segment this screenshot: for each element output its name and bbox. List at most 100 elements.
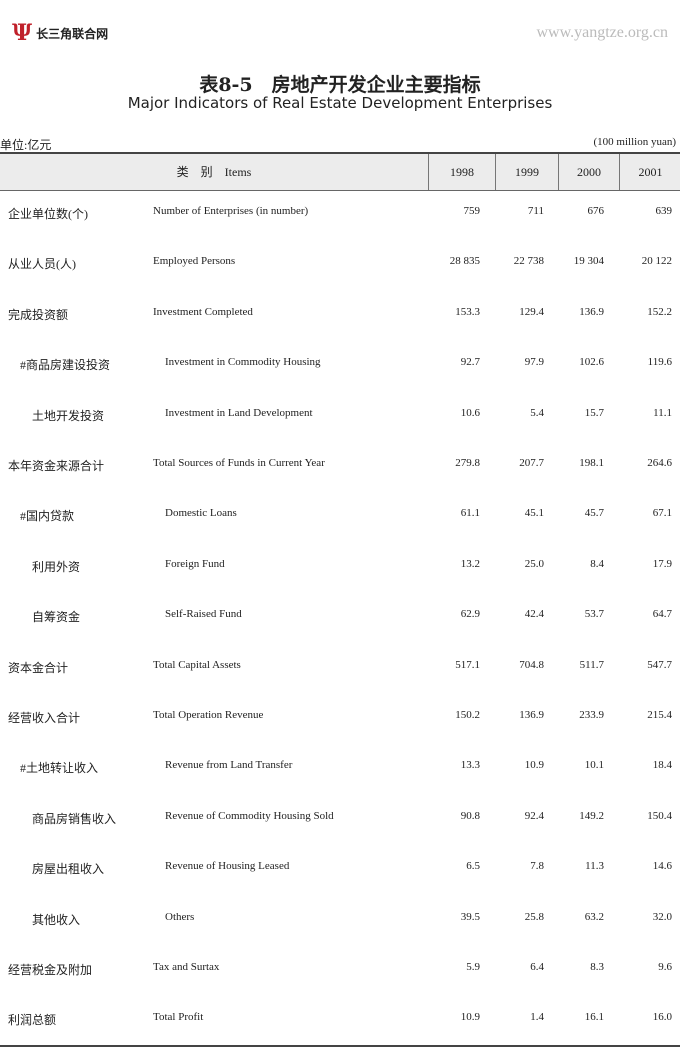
cell-value: 15.7 <box>584 406 604 419</box>
unit-label-cn: 单位:亿元 <box>0 138 52 152</box>
cell-value: 32.0 <box>652 910 672 923</box>
row-label-cn: 商品房销售收入 <box>32 811 117 826</box>
cell-value: 8.3 <box>590 961 604 973</box>
row-label-cn: #土地转让收入 <box>20 761 99 776</box>
cell-value: 198.1 <box>579 457 604 469</box>
cell-value: 215.4 <box>647 709 672 721</box>
row-label-en: Investment Completed <box>153 305 253 318</box>
cell-value: 149.2 <box>579 809 604 822</box>
cell-value: 67.1 <box>652 507 672 520</box>
row-label-en: Domestic Loans <box>165 507 237 520</box>
row-label-en: Revenue of Commodity Housing Sold <box>165 809 334 822</box>
row-label-en: Total Capital Assets <box>153 658 241 671</box>
cell-value: 97.9 <box>524 356 544 369</box>
table-row: 经营收入合计 Total Operation Revenue 150.2 136.9 2… <box>0 709 680 729</box>
cell-value: 279.8 <box>455 457 480 469</box>
cell-value: 10.9 <box>524 759 544 772</box>
cell-value: 153.3 <box>455 305 480 318</box>
cell-value: 676 <box>587 205 605 217</box>
row-label-cn: 从业人员(人) <box>8 257 76 272</box>
header-year: 2001 <box>619 154 680 190</box>
cell-value: 1.4 <box>530 1011 544 1024</box>
table-bottom-rule <box>0 1045 680 1047</box>
cell-value: 17.9 <box>652 557 672 570</box>
table-row: 商品房销售收入 Revenue of Commodity Housing Sold… <box>0 810 680 830</box>
cell-value: 28 835 <box>449 255 480 268</box>
watermark-text: www.yangtze.org.cn <box>536 24 668 41</box>
cell-value: 264.6 <box>647 457 672 469</box>
cell-value: 759 <box>463 205 481 217</box>
table-row: 房屋出租收入 Revenue of Housing Leased 6.5 7.8 11.… <box>0 860 680 880</box>
header-year: 1998 <box>428 154 495 190</box>
cell-value: 25.0 <box>524 557 544 570</box>
unit-label-en: (100 million yuan) <box>593 136 677 148</box>
header-year: 1999 <box>495 154 558 190</box>
table-row: 土地开发投资 Investment in Land Development 10.6… <box>0 407 680 427</box>
row-label-cn: #商品房建设投资 <box>20 358 111 373</box>
table-row: #土地转让收入 Revenue from Land Transfer 13.3 10.… <box>0 759 680 779</box>
cell-value: 25.8 <box>524 910 544 923</box>
row-label-en: Foreign Fund <box>165 557 225 570</box>
row-label-en: Revenue of Housing Leased <box>165 860 290 873</box>
cell-value: 92.4 <box>524 809 544 822</box>
cell-value: 207.7 <box>519 457 544 469</box>
table-header: 类 别 Items 1998 1999 2000 2001 <box>0 152 680 191</box>
cell-value: 63.2 <box>584 910 604 923</box>
cell-value: 45.7 <box>584 507 604 520</box>
row-label-en: Investment in Commodity Housing <box>165 356 321 369</box>
cell-value: 18.4 <box>652 759 672 772</box>
cell-value: 233.9 <box>579 709 604 721</box>
cell-value: 517.1 <box>455 658 480 671</box>
cell-value: 42.4 <box>524 608 544 621</box>
cell-value: 45.1 <box>524 507 544 520</box>
row-label-cn: 企业单位数(个) <box>8 207 88 221</box>
cell-value: 136.9 <box>519 709 544 721</box>
row-label-en: Number of Enterprises (in number) <box>153 205 309 217</box>
cell-value: 10.6 <box>460 406 480 419</box>
cell-value: 7.8 <box>530 860 544 873</box>
cell-value: 22 738 <box>513 255 544 268</box>
cell-value: 5.9 <box>466 961 480 973</box>
table-row: 经营税金及附加 Tax and Surtax 5.9 6.4 8.3 9.6 <box>0 961 680 981</box>
table-row: #商品房建设投资 Investment in Commodity Housing 9… <box>0 356 680 376</box>
table-row: 自筹资金 Self-Raised Fund 62.9 42.4 53.7 64.7 <box>0 608 680 628</box>
cell-value: 6.4 <box>530 961 544 973</box>
cell-value: 9.6 <box>658 961 672 973</box>
cell-value: 13.2 <box>460 557 480 570</box>
header-year: 2000 <box>558 154 619 190</box>
cell-value: 136.9 <box>579 305 604 318</box>
row-label-cn: 经营收入合计 <box>8 711 81 725</box>
row-label-en: Total Sources of Funds in Current Year <box>153 457 325 469</box>
cell-value: 119.6 <box>647 356 672 369</box>
page-title-en: Major Indicators of Real Estate Developm… <box>127 94 553 112</box>
cell-value: 64.7 <box>652 608 672 621</box>
logo-icon: Ψ <box>12 20 33 46</box>
cell-value: 10.9 <box>460 1011 480 1024</box>
table-row: 利用外资 Foreign Fund 13.2 25.0 8.4 17.9 <box>0 558 680 578</box>
cell-value: 13.3 <box>460 759 480 772</box>
cell-value: 92.7 <box>460 356 480 369</box>
row-label-cn: 利用外资 <box>32 559 81 574</box>
row-label-en: Investment in Land Development <box>165 406 313 419</box>
table-row: 资本金合计 Total Capital Assets 517.1 704.8 511.7… <box>0 659 680 679</box>
cell-value: 10.1 <box>584 759 604 772</box>
row-label-cn: 自筹资金 <box>32 610 81 625</box>
cell-value: 16.0 <box>652 1011 672 1024</box>
row-label-cn: 完成投资额 <box>8 307 69 322</box>
row-label-cn: 利润总额 <box>8 1013 57 1028</box>
row-label-en: Revenue from Land Transfer <box>165 759 293 772</box>
cell-value: 639 <box>655 205 673 217</box>
table-row: 从业人员(人) Employed Persons 28 835 22 738 19 30… <box>0 255 680 275</box>
cell-value: 16.1 <box>584 1011 604 1024</box>
table-row: 企业单位数(个) Number of Enterprises (in number… <box>0 205 680 225</box>
table-row: 利润总额 Total Profit 10.9 1.4 16.1 16.0 <box>0 1011 680 1031</box>
cell-value: 19 304 <box>573 255 604 268</box>
cell-value: 11.1 <box>653 406 672 419</box>
table-row: 其他收入 Others 39.5 25.8 63.2 32.0 <box>0 911 680 931</box>
row-label-cn: 资本金合计 <box>8 660 69 675</box>
row-label-cn: 本年资金来源合计 <box>8 459 105 473</box>
cell-value: 62.9 <box>460 608 480 621</box>
cell-value: 102.6 <box>579 356 604 369</box>
cell-value: 53.7 <box>584 608 604 621</box>
cell-value: 8.4 <box>590 557 604 570</box>
